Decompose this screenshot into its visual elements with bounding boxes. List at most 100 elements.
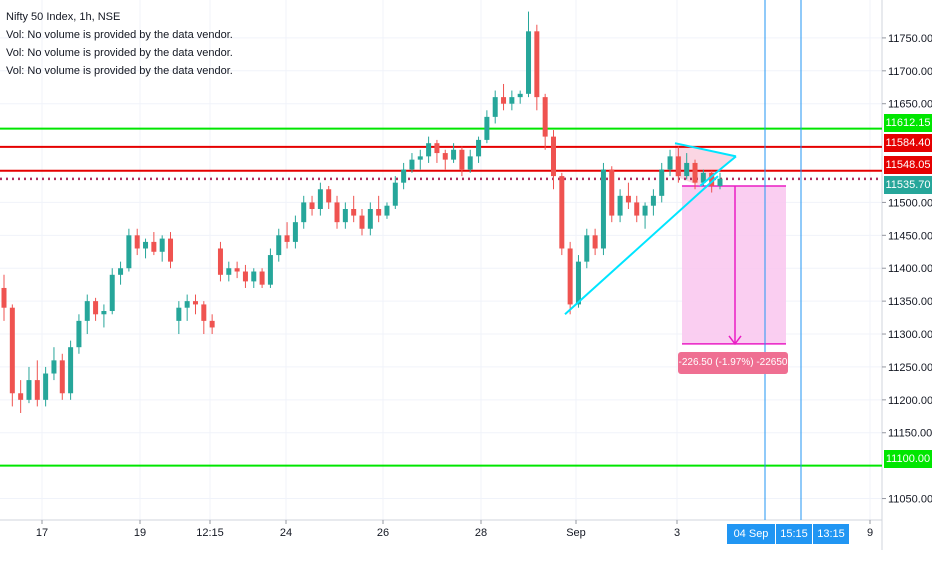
candle-up [584, 235, 590, 262]
candle-down [550, 136, 556, 177]
candle-down [592, 235, 598, 249]
candle-down [326, 189, 332, 203]
candle-down [534, 31, 540, 98]
candle-up [109, 274, 115, 311]
candle-down [9, 307, 15, 394]
time-tick-label: Sep [566, 527, 586, 539]
price-tick-label: 11350.00 [888, 296, 932, 308]
price-chart[interactable]: 11750.00 11700.00 11650.00 11500.00 11450.00… [0, 0, 932, 550]
candle-up [600, 169, 606, 249]
candle-up [650, 195, 656, 206]
candle-up [251, 271, 257, 282]
candle-up [226, 268, 232, 275]
price-tick-label: 11400.00 [888, 263, 932, 275]
candle-up [392, 182, 398, 206]
candle-up [126, 235, 132, 269]
price-tick-label: 11050.00 [888, 494, 932, 506]
candle-down [217, 248, 223, 275]
symbol-title[interactable]: Nifty 50 Index, 1h, NSE [6, 11, 121, 23]
time-tick-label: 19 [134, 527, 146, 539]
price-label-red-top: 11584.40 [884, 134, 932, 152]
candle-up [642, 205, 648, 216]
volume-note: Vol: No volume is provided by the data v… [6, 47, 233, 59]
candle-up [492, 97, 498, 117]
time-tick-label: 12:15 [196, 527, 224, 539]
candle-down [209, 320, 215, 328]
candle-down [334, 202, 340, 223]
candle-down [709, 172, 715, 186]
candle-down [201, 304, 207, 321]
trendline-upper [674, 142, 737, 158]
candle-down [542, 97, 548, 137]
candle-up [467, 156, 473, 170]
candle-down [59, 360, 65, 394]
candle-up [84, 301, 90, 321]
chart-legend: Nifty 50 Index, 1h, NSE Vol: No volume i… [6, 8, 233, 80]
candle-down [93, 301, 99, 315]
candle-up [384, 205, 390, 216]
price-label-green-top: 11612.15 [884, 114, 932, 132]
candle-down [559, 176, 565, 249]
candle-up [317, 189, 323, 209]
candle-up [659, 169, 665, 196]
candle-down [359, 215, 365, 229]
time-highlight: 13:15 [813, 524, 849, 544]
candle-down [151, 241, 157, 252]
candle-up [509, 97, 515, 104]
candle-up [68, 347, 74, 394]
candle-up [159, 238, 165, 252]
candle-down [625, 195, 631, 203]
candle-down [134, 235, 140, 249]
candle-up [51, 360, 57, 374]
candle-up [526, 31, 532, 94]
candle-up [118, 268, 124, 275]
candle-down [675, 156, 681, 177]
candle-up [451, 149, 457, 160]
price-tick-label: 11300.00 [888, 329, 932, 341]
trendline-ascending [564, 175, 719, 316]
candle-up [301, 202, 307, 223]
candle-up [617, 195, 623, 216]
candle-down [351, 209, 357, 216]
candle-up [26, 380, 32, 400]
current-price-label: 11535.70 [884, 176, 932, 194]
date-highlight: 04 Sep '20 [727, 524, 775, 560]
candle-up [267, 255, 273, 285]
candle-down [1, 287, 7, 308]
candle-up [184, 301, 190, 308]
candle-up [700, 172, 706, 183]
candle-down [609, 169, 615, 216]
measure-label: -226.50 (-1.97%) -22650 [678, 352, 788, 374]
candle-up [575, 261, 581, 305]
candle-down [459, 149, 465, 170]
chart-window: 11750.00 11700.00 11650.00 11500.00 11450.00… [0, 0, 932, 550]
candle-down [692, 162, 698, 183]
candle-down [442, 153, 448, 160]
candle-up [517, 93, 523, 98]
candle-up [367, 209, 373, 229]
candle-down [168, 238, 174, 262]
time-highlight: 15:15 [776, 524, 812, 544]
candle-down [192, 301, 198, 305]
candle-up [43, 373, 49, 400]
measure-arrow-icon [728, 335, 742, 346]
candle-up [476, 139, 482, 157]
candle-up [276, 235, 282, 256]
time-tick-label: 26 [377, 527, 389, 539]
candle-up [76, 320, 82, 348]
candle-up [717, 178, 723, 186]
candle-up [426, 143, 432, 157]
price-tick-label: 11200.00 [888, 395, 932, 407]
candle-down [634, 202, 640, 216]
price-tick-label: 11150.00 [888, 428, 932, 440]
candle-up [101, 311, 107, 315]
candle-down [434, 143, 440, 154]
measure-zone [682, 185, 786, 344]
candle-up [409, 159, 415, 170]
price-label-green-bottom: 11100.00 [884, 450, 932, 468]
volume-note: Vol: No volume is provided by the data v… [6, 29, 233, 41]
candle-up [417, 156, 423, 160]
candle-up [484, 116, 490, 140]
candle-down [501, 97, 507, 104]
candle-up [667, 156, 673, 170]
